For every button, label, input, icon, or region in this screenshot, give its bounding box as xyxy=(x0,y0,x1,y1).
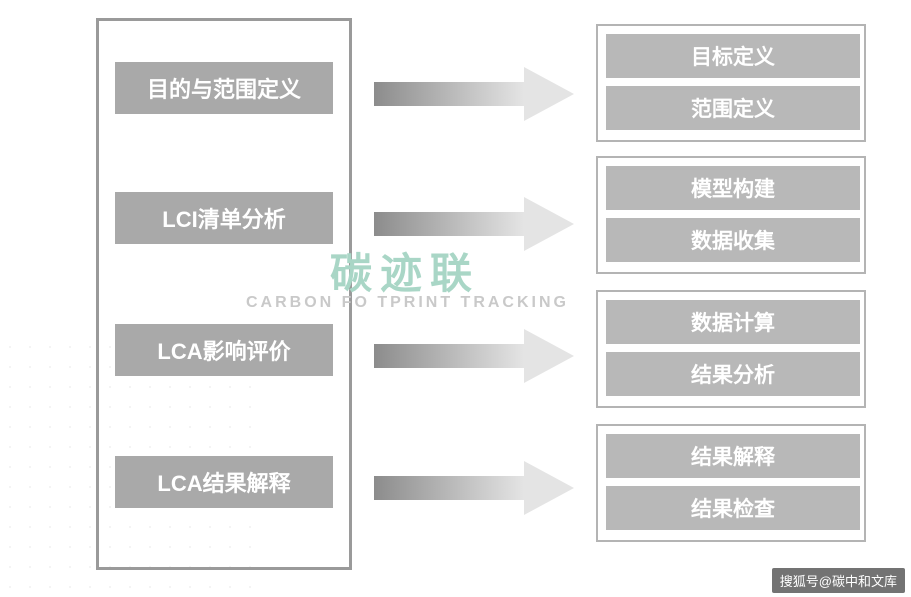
sub-box: 结果检查 xyxy=(606,486,860,530)
stage-box: 目的与范围定义 xyxy=(115,62,333,114)
sub-group: 目标定义范围定义 xyxy=(596,24,866,142)
sub-label: 结果解释 xyxy=(691,441,775,471)
sub-label: 结果分析 xyxy=(691,359,775,389)
arrow-head-icon xyxy=(524,197,574,251)
arrow-head-icon xyxy=(524,67,574,121)
arrow-shaft xyxy=(374,212,524,236)
arrow-icon xyxy=(374,329,574,383)
sub-box: 数据收集 xyxy=(606,218,860,262)
arrow-icon xyxy=(374,197,574,251)
arrow-shaft xyxy=(374,344,524,368)
stage-label: LCA影响评价 xyxy=(157,334,290,366)
sub-label: 模型构建 xyxy=(691,173,775,203)
sub-label: 结果检查 xyxy=(691,493,775,523)
stage-label: LCI清单分析 xyxy=(162,202,285,234)
arrow-icon xyxy=(374,461,574,515)
stage-label: 目的与范围定义 xyxy=(147,72,301,104)
arrow-head-icon xyxy=(524,461,574,515)
sub-box: 目标定义 xyxy=(606,34,860,78)
stage-label: LCA结果解释 xyxy=(157,466,290,498)
sub-box: 结果解释 xyxy=(606,434,860,478)
sub-box: 范围定义 xyxy=(606,86,860,130)
sub-box: 结果分析 xyxy=(606,352,860,396)
stage-box: LCA影响评价 xyxy=(115,324,333,376)
stage-box: LCI清单分析 xyxy=(115,192,333,244)
arrow-head-icon xyxy=(524,329,574,383)
sub-label: 数据收集 xyxy=(691,225,775,255)
sub-box: 数据计算 xyxy=(606,300,860,344)
attribution-badge: 搜狐号@碳中和文库 xyxy=(772,568,905,593)
sub-label: 目标定义 xyxy=(691,41,775,71)
sub-box: 模型构建 xyxy=(606,166,860,210)
stage-box: LCA结果解释 xyxy=(115,456,333,508)
arrow-icon xyxy=(374,67,574,121)
diagram-canvas: 目的与范围定义 LCI清单分析 LCA影响评价 LCA结果解释 目标定义范围定义模型构… xyxy=(0,0,911,597)
sub-label: 范围定义 xyxy=(691,93,775,123)
sub-group: 模型构建数据收集 xyxy=(596,156,866,274)
sub-group: 数据计算结果分析 xyxy=(596,290,866,408)
arrow-shaft xyxy=(374,476,524,500)
sub-label: 数据计算 xyxy=(691,307,775,337)
arrow-shaft xyxy=(374,82,524,106)
sub-group: 结果解释结果检查 xyxy=(596,424,866,542)
